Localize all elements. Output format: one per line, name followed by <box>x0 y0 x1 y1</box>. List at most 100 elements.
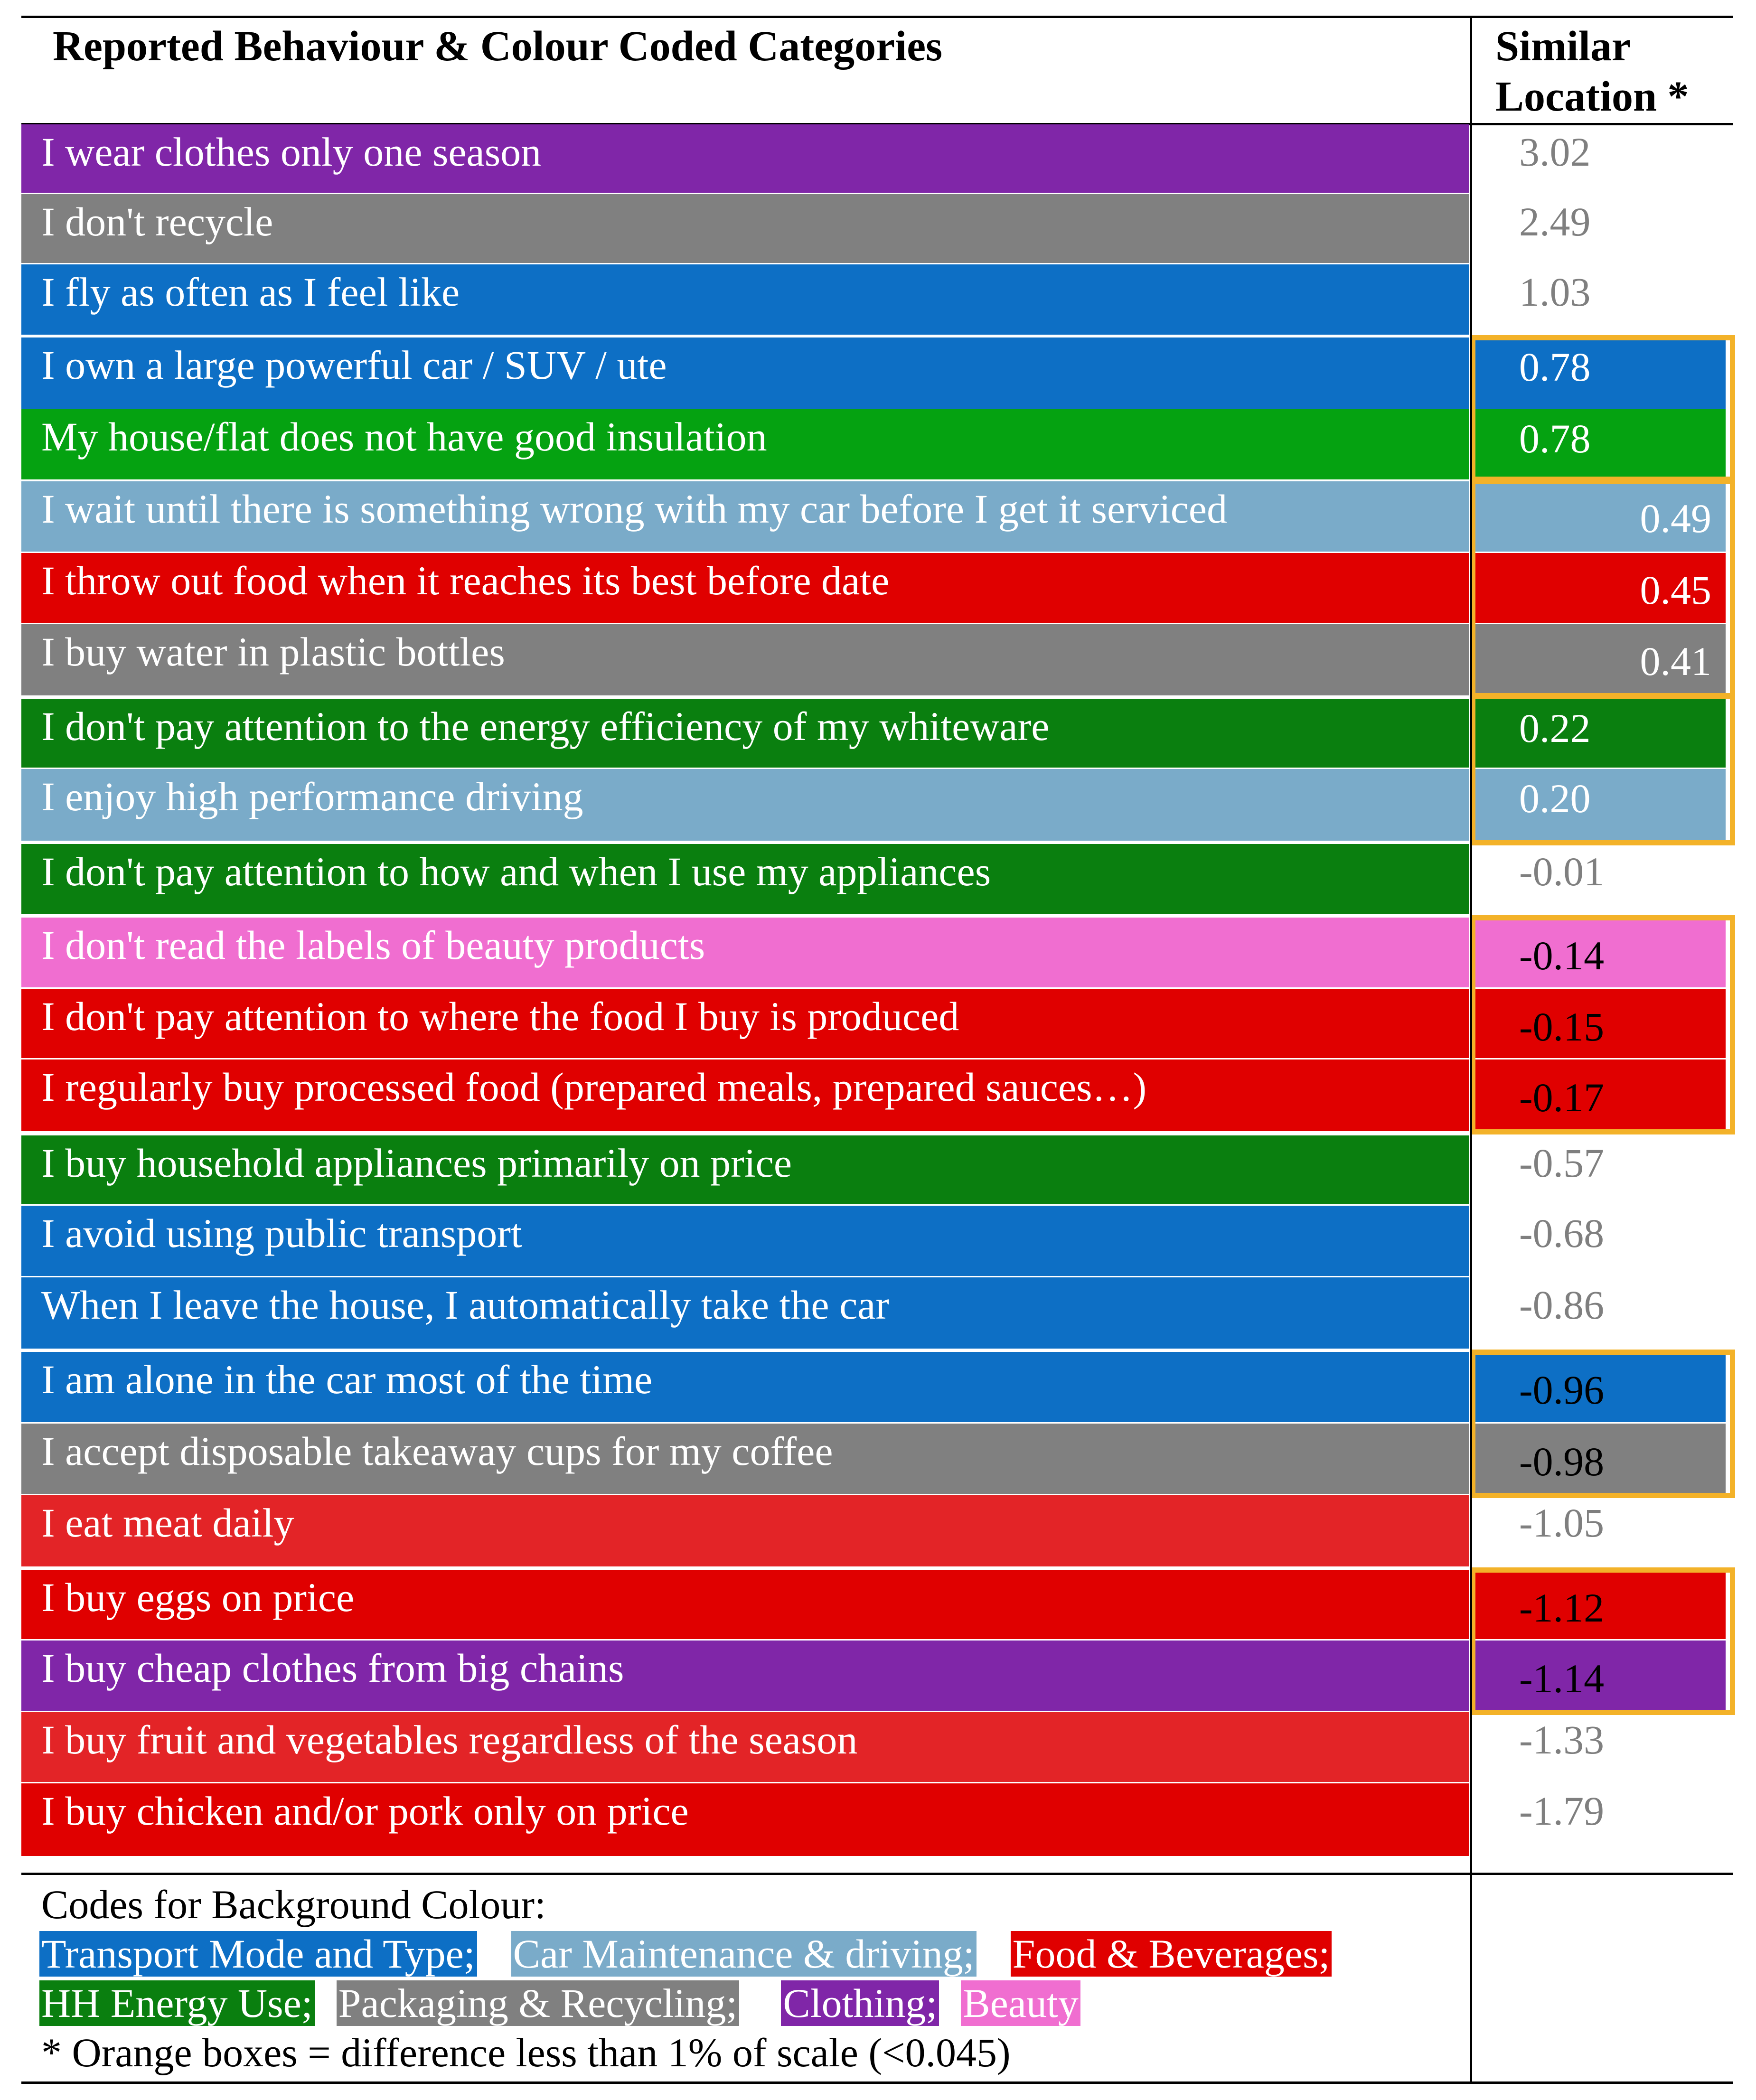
behaviour-cell: I enjoy high performance driving <box>21 769 1469 841</box>
behaviour-text: I don't pay attention to where the food … <box>41 994 959 1039</box>
behaviour-text: I buy fruit and vegetables regardless of… <box>41 1717 858 1762</box>
table-row: I don't read the labels of beauty produc… <box>21 918 1733 987</box>
legend-transport: Transport Mode and Type; <box>39 1931 477 1977</box>
orange-similarity-box <box>1470 1567 1735 1715</box>
location-cell: -1.33 <box>1474 1712 1726 1782</box>
behaviour-text: I don't read the labels of beauty produc… <box>41 922 705 968</box>
location-value: 0.78 <box>1519 344 1591 390</box>
behaviour-text: I eat meat daily <box>41 1500 294 1546</box>
location-value: 2.49 <box>1519 199 1591 244</box>
location-cell: 0.20 <box>1474 769 1726 841</box>
behaviour-text: I regularly buy processed food (prepared… <box>41 1064 1147 1110</box>
table-bottom-rule <box>21 2081 1733 2084</box>
location-cell: -0.96 <box>1474 1352 1726 1422</box>
behaviour-cell: I accept disposable takeaway cups for my… <box>21 1424 1469 1494</box>
location-cell: -0.17 <box>1474 1059 1726 1131</box>
behaviour-cell: I eat meat daily <box>21 1495 1469 1566</box>
behaviour-cell: I buy cheap clothes from big chains <box>21 1641 1469 1711</box>
table-row: I eat meat daily -1.05 <box>21 1495 1733 1566</box>
orange-similarity-box <box>1470 335 1735 482</box>
behaviour-cell: I wait until there is something wrong wi… <box>21 481 1469 552</box>
location-cell: -1.12 <box>1474 1570 1726 1639</box>
location-value: -0.98 <box>1519 1439 1605 1484</box>
behaviour-text: I wear clothes only one season <box>41 129 542 175</box>
location-cell: -0.14 <box>1474 918 1726 987</box>
location-value: 3.02 <box>1519 129 1591 175</box>
location-cell: 3.02 <box>1474 124 1726 193</box>
behaviour-text: I wait until there is something wrong wi… <box>41 486 1228 532</box>
behaviour-text: I buy eggs on price <box>41 1575 355 1620</box>
location-cell: 0.78 <box>1474 409 1726 479</box>
behaviour-cell: I don't pay attention to where the food … <box>21 989 1469 1058</box>
column-divider <box>1470 16 1472 2083</box>
location-value: 0.22 <box>1519 705 1591 751</box>
location-cell: -0.86 <box>1474 1277 1726 1349</box>
location-value: -1.12 <box>1519 1585 1605 1631</box>
behaviour-text: I fly as often as I feel like <box>41 269 460 315</box>
orange-similarity-box <box>1470 479 1735 698</box>
table-row: When I leave the house, I automatically … <box>21 1277 1733 1349</box>
behaviour-text: I buy chicken and/or pork only on price <box>41 1788 689 1834</box>
table-row: I enjoy high performance driving 0.20 <box>21 769 1733 841</box>
location-value: -0.68 <box>1519 1210 1605 1256</box>
behaviour-cell: I don't pay attention to how and when I … <box>21 844 1469 914</box>
table-row: I avoid using public transport -0.68 <box>21 1206 1733 1276</box>
legend-heading: Codes for Background Colour: <box>41 1882 546 1927</box>
behaviour-text: When I leave the house, I automatically … <box>41 1282 890 1328</box>
behaviour-text: I enjoy high performance driving <box>41 774 583 819</box>
location-value: 0.49 <box>1640 496 1712 541</box>
behaviour-text: My house/flat does not have good insulat… <box>41 414 767 459</box>
location-cell: -1.79 <box>1474 1783 1726 1856</box>
table-row: I don't pay attention to where the food … <box>21 989 1733 1058</box>
behaviour-text: I buy household appliances primarily on … <box>41 1140 792 1186</box>
orange-similarity-box <box>1470 1350 1735 1498</box>
behaviour-cell: I throw out food when it reaches its bes… <box>21 553 1469 623</box>
location-cell: -0.57 <box>1474 1135 1726 1204</box>
location-value: 0.41 <box>1640 638 1712 684</box>
behaviour-cell: I don't pay attention to the energy effi… <box>21 699 1469 768</box>
behaviour-text: I buy cheap clothes from big chains <box>41 1645 624 1691</box>
table-row: I fly as often as I feel like 1.03 <box>21 264 1733 335</box>
behaviour-cell: I avoid using public transport <box>21 1206 1469 1276</box>
table-row: I wear clothes only one season 3.02 <box>21 124 1733 193</box>
behaviour-cell: I am alone in the car most of the time <box>21 1352 1469 1422</box>
behaviour-text: I buy water in plastic bottles <box>41 629 505 675</box>
header-bottom-rule <box>21 123 1733 125</box>
location-cell: -0.01 <box>1474 844 1726 914</box>
behaviour-column-header: Reported Behaviour & Colour Coded Catego… <box>53 23 943 70</box>
location-cell: 0.22 <box>1474 699 1726 768</box>
behaviour-text: I don't recycle <box>41 199 273 244</box>
table-row: I don't pay attention to the energy effi… <box>21 699 1733 768</box>
legend-top-rule <box>21 1873 1733 1875</box>
behaviour-cell: I fly as often as I feel like <box>21 264 1469 335</box>
legend-car-maintenance: Car Maintenance & driving; <box>511 1931 977 1977</box>
legend-clothing: Clothing; <box>781 1980 939 2026</box>
location-value: 1.03 <box>1519 269 1591 315</box>
location-value: -1.33 <box>1519 1717 1605 1762</box>
behaviour-cell: I buy fruit and vegetables regardless of… <box>21 1712 1469 1782</box>
location-cell: 0.78 <box>1474 338 1726 409</box>
behaviour-cell: I regularly buy processed food (prepared… <box>21 1059 1469 1131</box>
table-row: I am alone in the car most of the time -0… <box>21 1352 1733 1422</box>
table-row: I regularly buy processed food (prepared… <box>21 1059 1733 1131</box>
behaviour-text: I throw out food when it reaches its bes… <box>41 558 890 603</box>
location-cell: 0.41 <box>1474 624 1726 695</box>
location-value: -0.01 <box>1519 849 1605 894</box>
location-cell: 2.49 <box>1474 194 1726 263</box>
table-row: I buy water in plastic bottles 0.41 <box>21 624 1733 695</box>
behaviour-cell: I buy household appliances primarily on … <box>21 1135 1469 1204</box>
location-column-header-line1: Similar <box>1495 23 1631 70</box>
legend-beauty: Beauty <box>961 1980 1080 2026</box>
location-cell: -0.15 <box>1474 989 1726 1058</box>
table-row: I own a large powerful car / SUV / ute 0.… <box>21 338 1733 409</box>
behaviour-cell: I buy water in plastic bottles <box>21 624 1469 695</box>
location-cell: -0.68 <box>1474 1206 1726 1276</box>
legend-footnote: * Orange boxes = difference less than 1%… <box>41 2030 1011 2075</box>
behaviour-text: I don't pay attention to how and when I … <box>41 849 991 894</box>
legend-line-1: Transport Mode and Type; Car Maintenance … <box>39 1929 1332 1978</box>
legend-line-2: HH Energy Use; Packaging & Recycling; Clot… <box>39 1978 1080 2028</box>
location-value: -1.14 <box>1519 1656 1605 1701</box>
legend-packaging: Packaging & Recycling; <box>336 1980 740 2026</box>
behaviour-cell: I buy eggs on price <box>21 1570 1469 1639</box>
location-value: -0.57 <box>1519 1140 1605 1186</box>
